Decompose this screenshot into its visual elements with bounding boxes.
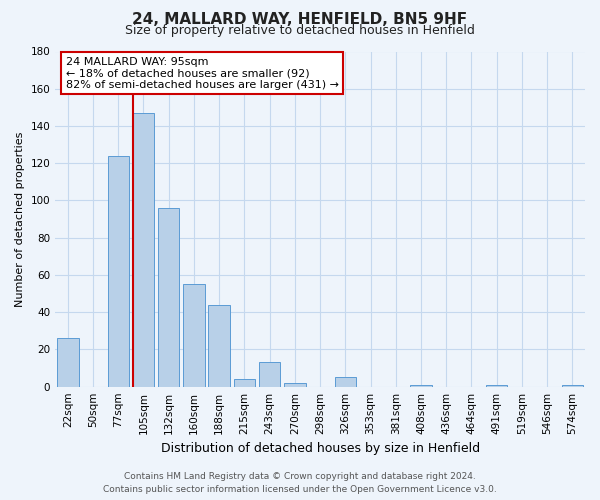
Bar (410, 385, 432, 386)
Bar (208, 304, 230, 386)
Bar (562, 385, 583, 386)
Text: 24 MALLARD WAY: 95sqm
← 18% of detached houses are smaller (92)
82% of semi-deta: 24 MALLARD WAY: 95sqm ← 18% of detached … (66, 56, 339, 90)
Y-axis label: Number of detached properties: Number of detached properties (15, 132, 25, 307)
Bar (233, 379, 255, 386)
Bar (486, 385, 508, 386)
Bar (133, 113, 154, 386)
Text: 24, MALLARD WAY, HENFIELD, BN5 9HF: 24, MALLARD WAY, HENFIELD, BN5 9HF (133, 12, 467, 28)
Bar (183, 284, 205, 386)
Bar (259, 362, 280, 386)
X-axis label: Distribution of detached houses by size in Henfield: Distribution of detached houses by size … (161, 442, 479, 455)
Text: Contains HM Land Registry data © Crown copyright and database right 2024.
Contai: Contains HM Land Registry data © Crown c… (103, 472, 497, 494)
Bar (284, 383, 305, 386)
Bar (335, 378, 356, 386)
Bar (107, 156, 129, 386)
Bar (57, 338, 79, 386)
Bar (158, 208, 179, 386)
Text: Size of property relative to detached houses in Henfield: Size of property relative to detached ho… (125, 24, 475, 37)
